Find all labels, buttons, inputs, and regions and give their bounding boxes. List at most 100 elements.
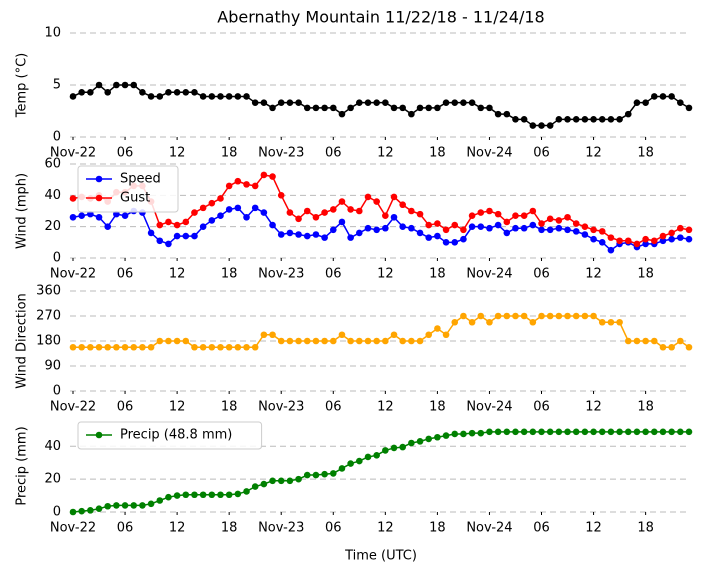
data-point: [486, 428, 493, 436]
data-point: [572, 228, 580, 235]
data-point: [624, 337, 632, 345]
data-point: [468, 429, 476, 437]
data-point: [468, 99, 476, 106]
data-point: [104, 223, 112, 230]
data-point: [217, 343, 224, 351]
x-tick-label: 12: [585, 400, 602, 415]
data-point: [546, 122, 554, 129]
data-point: [399, 104, 406, 112]
data-point: [156, 337, 164, 345]
data-point: [382, 337, 389, 345]
legend-marker: [95, 431, 103, 439]
data-point: [382, 212, 389, 219]
data-point: [243, 343, 250, 351]
x-tick-label: 06: [325, 267, 342, 282]
data-point: [295, 475, 302, 483]
data-point: [373, 337, 380, 345]
x-tick-label: Nov-22: [50, 521, 96, 536]
data-point: [503, 229, 511, 237]
data-point: [243, 93, 250, 100]
data-point: [121, 502, 129, 509]
data-point: [468, 212, 476, 219]
data-point: [286, 209, 294, 216]
data-point: [95, 213, 103, 221]
data-point: [546, 226, 554, 234]
data-point: [685, 428, 693, 436]
data-point: [225, 206, 233, 213]
x-tick-label: 12: [169, 146, 186, 161]
data-point: [199, 204, 207, 212]
data-point: [260, 331, 268, 339]
data-line: [73, 315, 690, 348]
data-point: [147, 93, 155, 100]
data-point: [460, 430, 467, 438]
data-point: [104, 343, 112, 351]
data-point: [503, 428, 511, 436]
data-point: [113, 502, 120, 509]
y-tick-label: 0: [53, 505, 61, 520]
data-point: [191, 209, 198, 216]
data-point: [121, 81, 129, 89]
data-point: [520, 312, 528, 320]
y-axis-label: Temp (°C): [15, 53, 30, 119]
data-point: [329, 206, 337, 213]
x-tick-label: 06: [533, 521, 550, 536]
data-point: [460, 235, 467, 243]
data-point: [460, 99, 467, 106]
data-point: [425, 221, 433, 229]
data-point: [303, 232, 311, 240]
x-tick-label: Nov-22: [50, 400, 96, 415]
data-point: [338, 198, 346, 205]
data-point: [78, 507, 85, 515]
data-point: [607, 234, 615, 241]
data-point: [633, 428, 641, 436]
data-point: [251, 99, 259, 106]
data-point: [581, 231, 589, 238]
data-point: [685, 343, 693, 351]
data-point: [685, 235, 693, 243]
data-point: [329, 470, 337, 477]
y-tick-label: 90: [44, 359, 61, 374]
data-point: [338, 465, 346, 472]
data-point: [347, 460, 354, 467]
legend-label: Speed: [120, 172, 161, 187]
data-point: [260, 480, 268, 488]
data-point: [373, 226, 380, 234]
data-point: [356, 457, 363, 465]
x-tick-label: 18: [221, 146, 238, 161]
x-tick-label: 18: [429, 267, 446, 282]
data-point: [546, 215, 554, 223]
data-point: [165, 493, 172, 501]
data-point: [373, 452, 380, 459]
data-point: [434, 232, 441, 240]
data-point: [217, 195, 224, 202]
data-point: [321, 234, 328, 241]
data-point: [217, 212, 224, 219]
data-point: [494, 210, 502, 218]
data-point: [503, 218, 511, 226]
data-point: [303, 207, 311, 215]
data-point: [677, 337, 684, 345]
data-point: [347, 337, 354, 345]
data-point: [356, 337, 363, 345]
data-point: [425, 435, 433, 443]
data-point: [642, 428, 649, 436]
data-point: [173, 337, 181, 345]
data-point: [616, 318, 623, 326]
data-point: [182, 88, 190, 96]
data-point: [277, 337, 285, 345]
x-tick-label: 18: [221, 400, 238, 415]
data-point: [607, 246, 615, 254]
data-point: [581, 428, 589, 436]
data-point: [251, 343, 259, 351]
data-point: [225, 491, 233, 499]
y-axis-label: Precip (mm): [15, 426, 30, 505]
data-point: [538, 122, 545, 129]
data-point: [69, 508, 77, 516]
data-point: [607, 428, 615, 436]
data-point: [416, 229, 424, 237]
x-tick-label: 18: [429, 146, 446, 161]
data-point: [572, 220, 580, 227]
data-point: [243, 213, 250, 221]
data-point: [425, 234, 433, 241]
